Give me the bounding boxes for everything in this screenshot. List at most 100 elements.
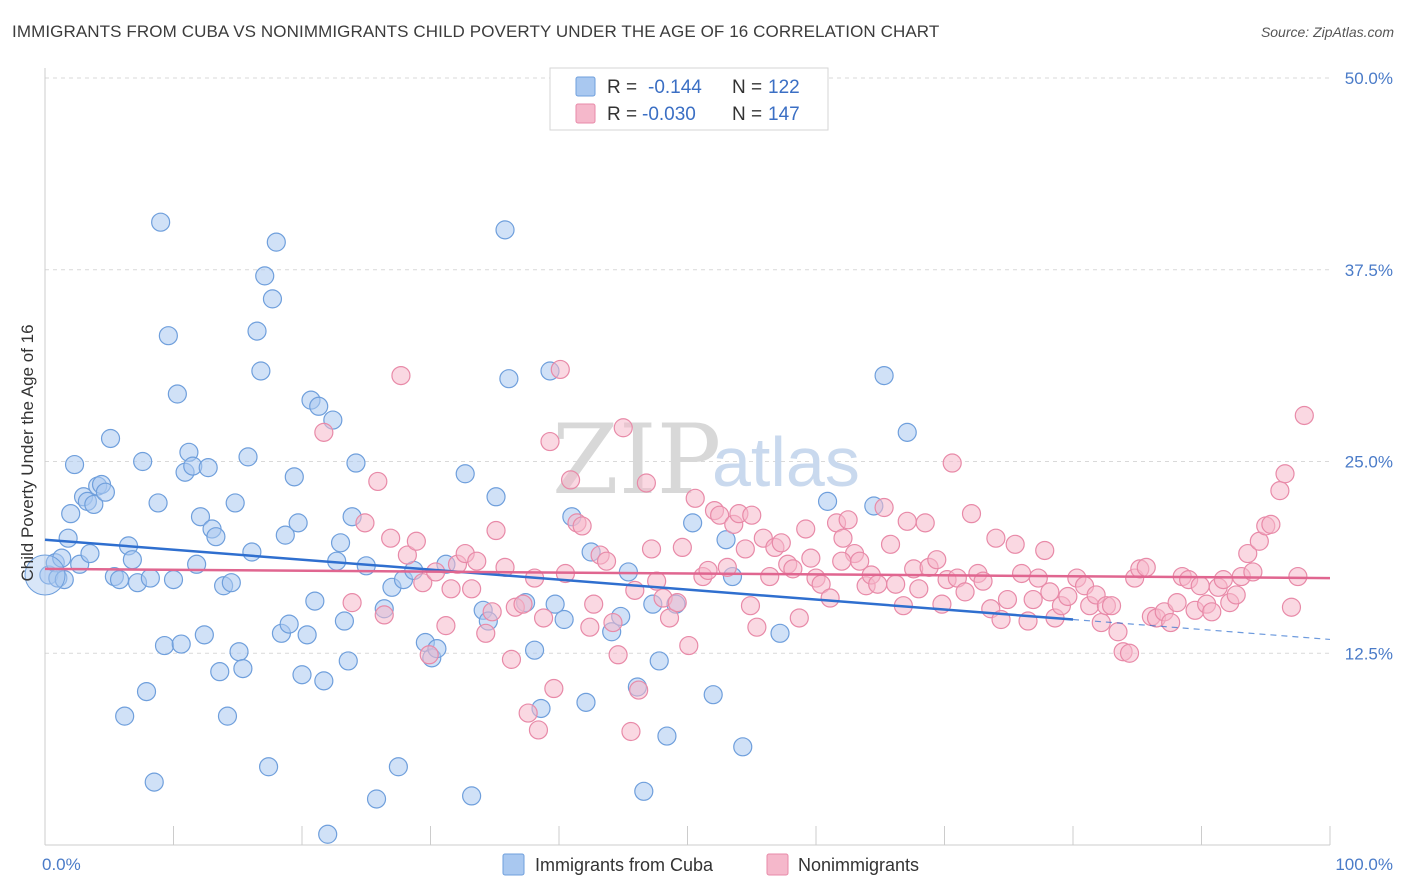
cuba-point-large: [24, 554, 66, 596]
cuba-point-29: [154, 635, 175, 656]
watermark-atlas: atlas: [712, 423, 860, 501]
nonimmigrants-point-100: [961, 504, 982, 524]
nonimmigrants-point-41: [608, 645, 628, 665]
nonimmigrants-point-157: [742, 505, 762, 525]
nonimmigrants-point-30: [544, 678, 564, 699]
nonimmigrants-point-8: [406, 531, 426, 551]
cuba-point-93: [495, 220, 515, 240]
nonimmigrants-point-151: [1270, 481, 1290, 501]
nonimmigrants-point-99: [955, 582, 975, 602]
y-tick-label-2: 37.5%: [1345, 261, 1393, 280]
trend-line-nonimmigrants: [44, 567, 1331, 580]
nonimmigrants-point-126: [1119, 643, 1140, 663]
bottom-legend-swatch-pink: [766, 853, 789, 876]
cuba-point-12: [84, 494, 104, 515]
cuba-point-51: [242, 542, 262, 562]
nonimmigrants-point-47: [641, 539, 662, 559]
cuba-point-100: [554, 609, 574, 630]
cuba-point-42: [206, 527, 226, 547]
stats-legend: R = -0.144 N = 122 R = -0.030 N = 147: [549, 67, 829, 131]
cuba-point-73: [334, 611, 355, 631]
nonimmigrants-point-97: [942, 453, 962, 473]
cuba-point-56: [262, 289, 283, 309]
nonimmigrants-point-35: [572, 516, 592, 536]
cuba-point-7: [64, 454, 85, 475]
cuba-point-24: [136, 681, 157, 702]
legend-n-label-blue: N =: [732, 77, 762, 98]
nonimmigrants-point-52: [672, 537, 692, 558]
cuba-point-46: [221, 573, 241, 593]
cuba-point-25: [140, 568, 160, 588]
watermark: ZIP atlas: [552, 404, 860, 516]
cuba-point-52: [247, 321, 267, 341]
nonimmigrants-point-73: [801, 548, 821, 568]
cuba-point-96: [524, 640, 545, 660]
nonimmigrants-point-113: [1040, 582, 1060, 602]
nonimmigrants-point-36: [580, 617, 600, 637]
nonimmigrants-point-42: [613, 418, 633, 438]
cuba-point-59: [275, 525, 295, 545]
nonimmigrants-point-53: [679, 635, 699, 656]
x-tick-label-1: 100.0%: [1335, 855, 1393, 874]
nonimmigrants-point-146: [1238, 543, 1258, 564]
cuba-point-62: [288, 513, 308, 533]
nonimmigrants-point-134: [1167, 593, 1187, 613]
nonimmigrants-point-0: [314, 422, 334, 442]
nonimmigrants-point-10: [419, 645, 439, 665]
nonimmigrants-point-66: [760, 566, 780, 587]
legend-swatch-pink: [575, 103, 596, 124]
nonimmigrants-point-94: [927, 550, 947, 570]
series-immigrants-from-cuba: [24, 212, 917, 844]
y-axis-label: Child Poverty Under the Age of 16: [18, 324, 37, 581]
cuba-point-64: [297, 625, 317, 645]
nonimmigrants-point-21: [495, 557, 515, 577]
cuba-point-31: [163, 570, 184, 590]
nonimmigrants-point-78: [833, 528, 853, 548]
nonimmigrants-point-62: [735, 539, 755, 559]
nonimmigrants-point-89: [897, 511, 917, 531]
nonimmigrants-point-124: [1108, 622, 1128, 642]
nonimmigrants-point-156: [832, 551, 852, 571]
cuba-point-57: [266, 232, 286, 252]
nonimmigrants-point-68: [771, 533, 791, 553]
axes: [44, 68, 1331, 846]
nonimmigrants-point-152: [1275, 464, 1295, 484]
cuba-point-40: [198, 458, 218, 478]
nonimmigrants-point-20: [486, 520, 506, 541]
nonimmigrants-point-43: [621, 721, 641, 742]
nonimmigrants-point-40: [603, 612, 623, 633]
cuba-point-6: [61, 504, 81, 524]
cuba-point-45: [217, 706, 238, 726]
trend-line-cuba-extension: [1072, 618, 1331, 641]
nonimmigrants-point-16: [462, 579, 482, 599]
bottom-legend-label-blue: Immigrants from Cuba: [535, 855, 714, 875]
legend-r-value-pink: -0.030: [642, 104, 696, 125]
cuba-point-102: [576, 692, 596, 712]
nonimmigrants-point-18: [476, 623, 496, 643]
legend-n-value-pink: 147: [768, 104, 800, 125]
nonimmigrants-point-4: [374, 605, 394, 625]
nonimmigrants-point-6: [391, 365, 411, 386]
nonimmigrants-point-58: [710, 505, 730, 525]
cuba-point-49: [233, 658, 253, 679]
nonimmigrants-point-107: [1005, 534, 1025, 554]
cuba-point-117: [733, 737, 753, 757]
cuba-point-39: [194, 625, 214, 645]
nonimmigrants-point-84: [868, 574, 888, 594]
nonimmigrants-point-63: [740, 596, 761, 616]
nonimmigrants-point-27: [528, 720, 549, 740]
cuba-point-115: [716, 530, 736, 550]
legend-r-label-pink: R =: [607, 104, 637, 125]
cuba-point-23: [133, 451, 153, 472]
cuba-point-66: [305, 591, 325, 611]
cuba-point-16: [100, 428, 121, 449]
cuba-point-3: [52, 548, 72, 568]
nonimmigrants-point-22: [501, 649, 522, 669]
cuba-point-113: [683, 513, 703, 533]
nonimmigrants-point-140: [1202, 602, 1222, 622]
nonimmigrants-point-129: [1136, 557, 1156, 577]
y-tick-label-1: 25.0%: [1345, 453, 1393, 472]
cuba-point-119: [817, 491, 838, 511]
nonimmigrants-point-56: [698, 560, 718, 581]
